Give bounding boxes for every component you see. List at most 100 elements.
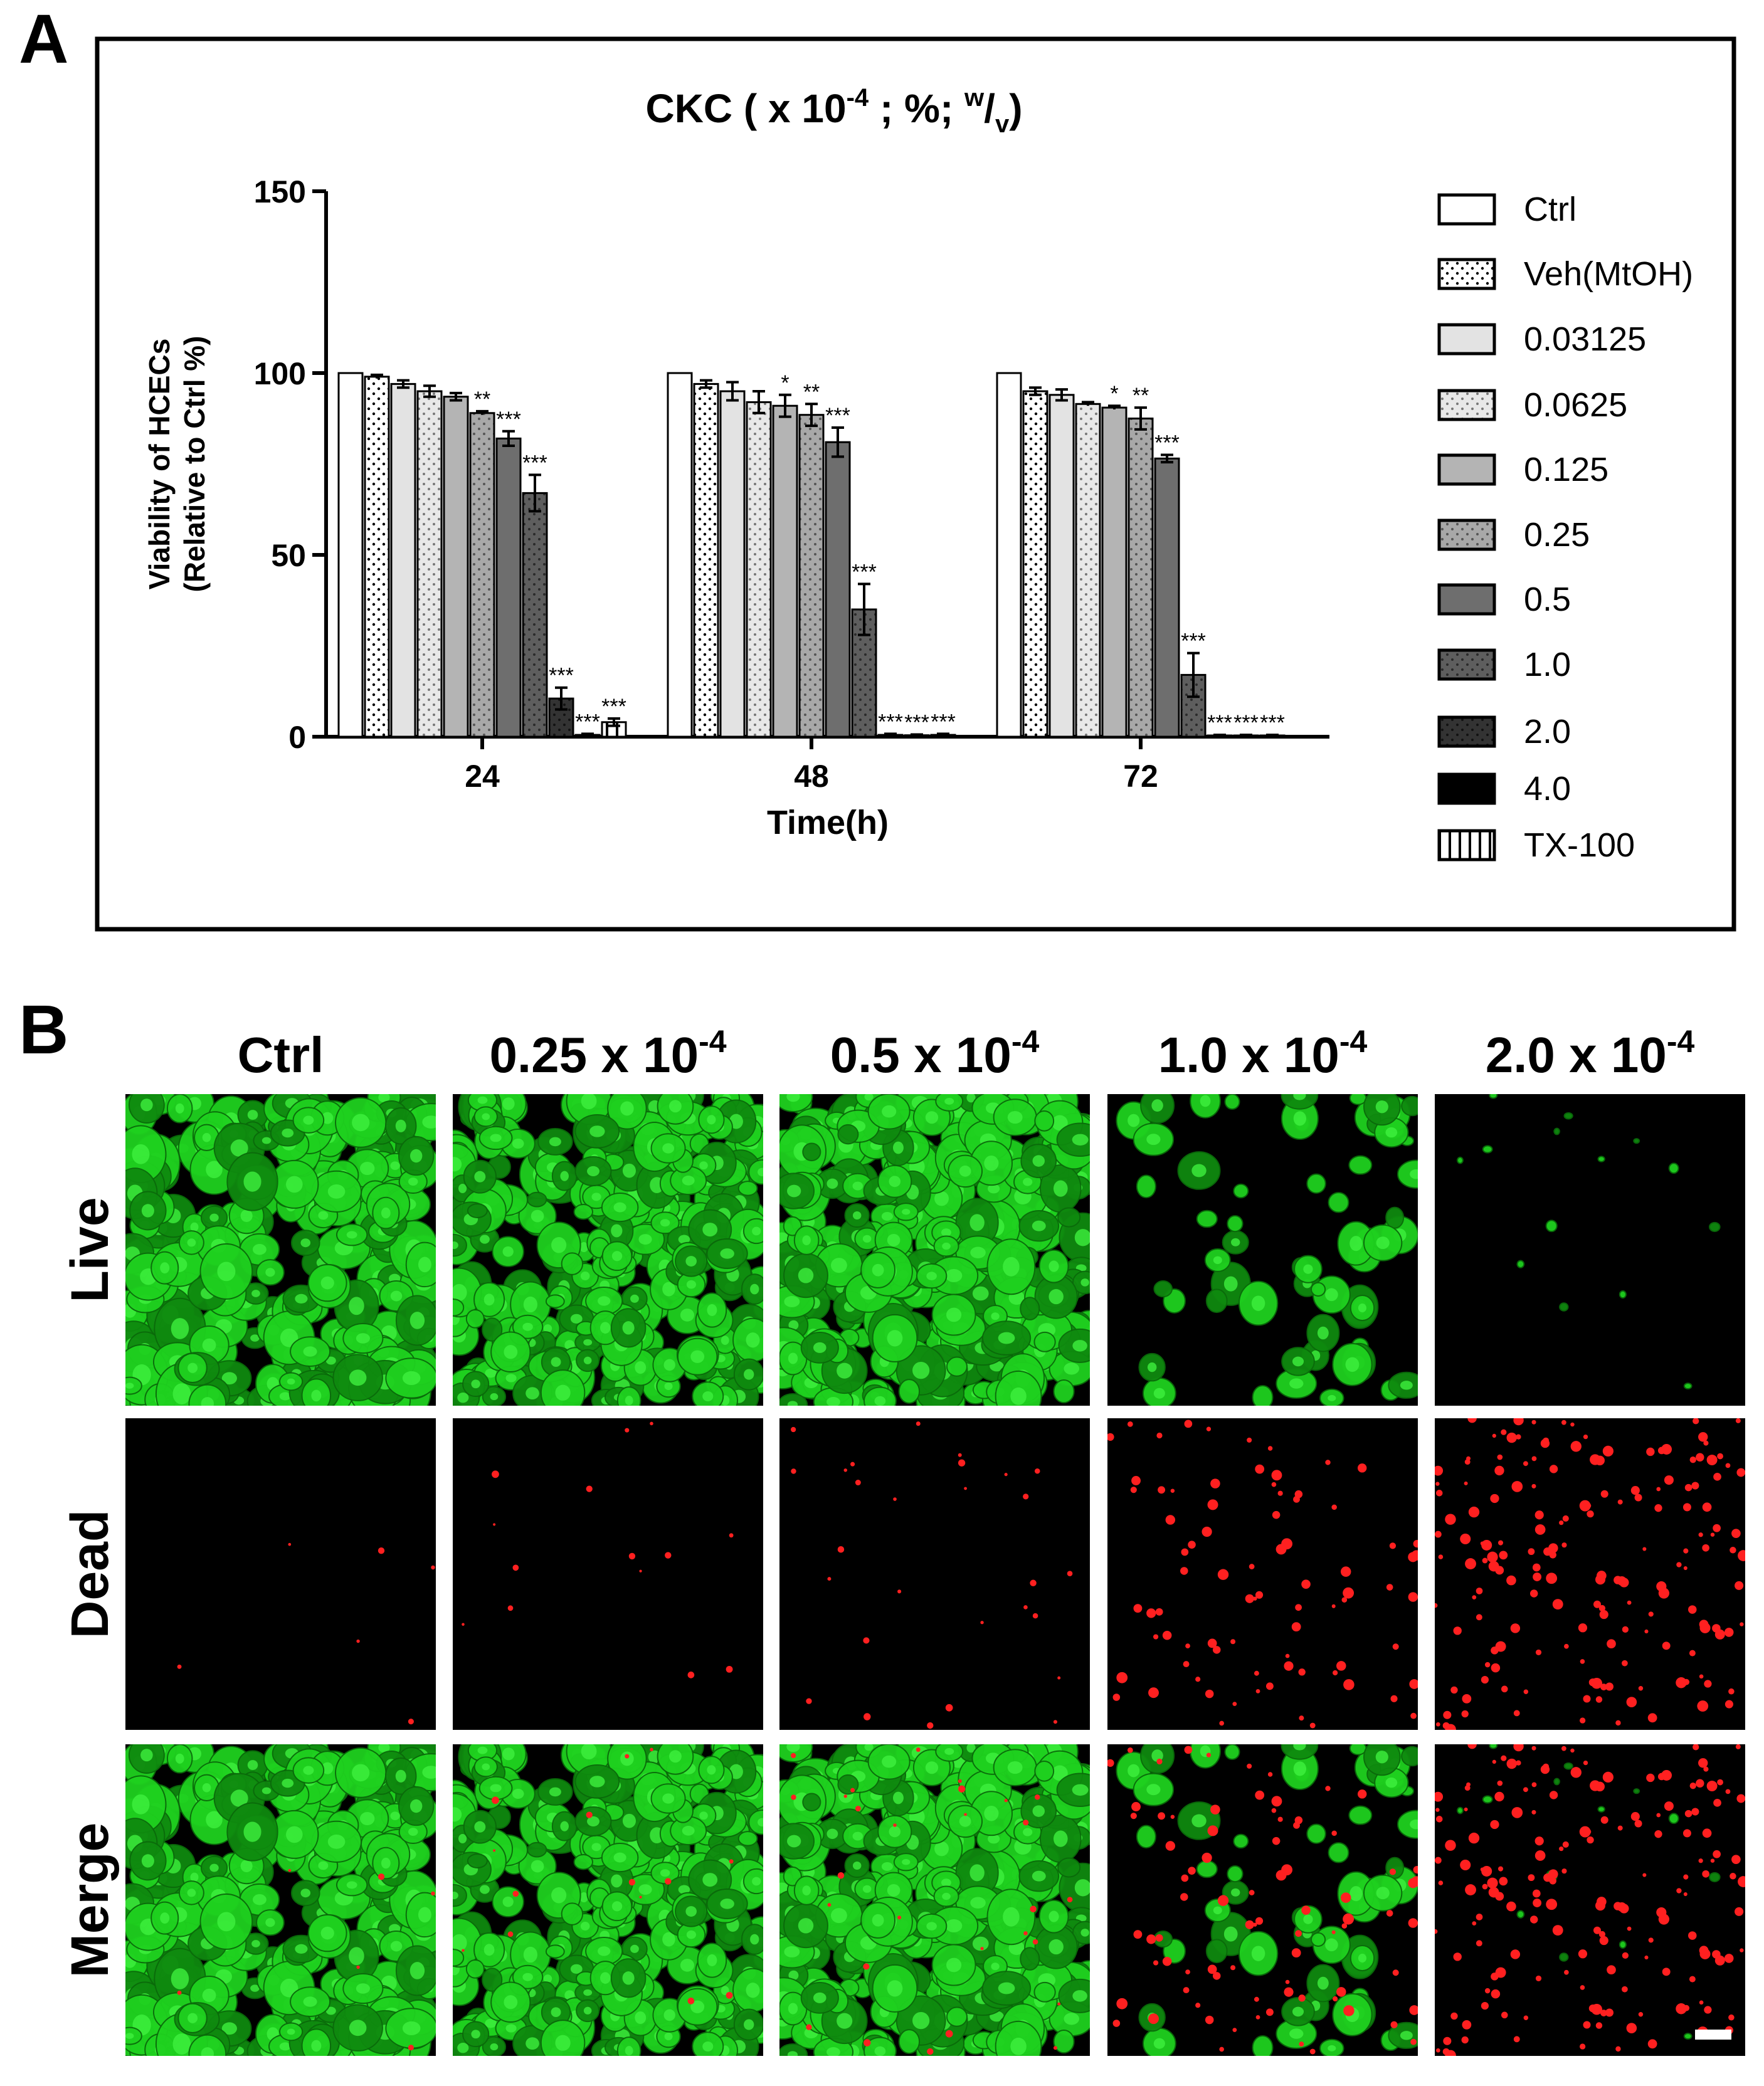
column-header: 0.5 x 10-4: [830, 1024, 1040, 1083]
bar: [337, 372, 364, 738]
legend-label: 1.0: [1524, 646, 1571, 683]
column-header: Ctrl: [238, 1027, 324, 1083]
significance-label: ***: [1154, 431, 1180, 455]
x-tick-label: 24: [465, 759, 500, 794]
title-v: v: [995, 110, 1010, 138]
y-tick-label: 50: [271, 538, 306, 573]
panel-a-frame: [95, 36, 1736, 932]
significance-label: ***: [1260, 711, 1285, 735]
legend-label: 0.5: [1524, 581, 1571, 618]
bar: [746, 401, 772, 738]
significance-label: *: [781, 371, 789, 395]
bar: [667, 372, 693, 738]
x-tick-label: 48: [794, 759, 829, 794]
bar: [1154, 457, 1180, 738]
legend-swatch: [1437, 772, 1496, 805]
bar: [522, 492, 548, 738]
legend-swatch: [1437, 258, 1496, 290]
significance-label: ***: [852, 560, 877, 584]
significance-label: **: [803, 380, 820, 404]
significance-label: ***: [1233, 711, 1259, 735]
significance-label: **: [474, 387, 490, 411]
significance-label: ***: [825, 404, 850, 428]
significance-label: ***: [878, 710, 903, 734]
row-label: Merge: [60, 1823, 119, 1978]
bar: [364, 376, 390, 738]
micrograph-panel: [779, 1418, 1090, 1730]
title-mid: ; %;: [869, 86, 964, 131]
chart-title: CKC ( x 10-4 ; %; w/v): [645, 84, 1022, 138]
y-axis-label: Viability of HCECs(Relative to Ctrl %): [143, 336, 211, 593]
significance-label: ***: [522, 451, 547, 475]
bar: [798, 414, 825, 738]
panel-a-letter: A: [19, 1, 68, 78]
legend-swatch: [1437, 519, 1496, 551]
y-tick-label: 150: [254, 174, 306, 209]
significance-label: *: [1110, 382, 1118, 406]
legend-label: TX-100: [1524, 826, 1635, 864]
bar: [1101, 406, 1128, 738]
title-end: ): [1009, 86, 1022, 131]
legend-swatch: [1437, 453, 1496, 486]
micrograph-panel: [1435, 1094, 1745, 1406]
significance-label: ***: [1207, 711, 1232, 735]
row-label: Live: [60, 1197, 119, 1302]
micrograph-panel: [779, 1744, 1090, 2056]
x-axis-label: Time(h): [767, 804, 889, 841]
bar: [1022, 390, 1048, 738]
significance-label: ***: [496, 408, 521, 431]
micrograph-panel: [125, 1744, 436, 2056]
bar: [443, 396, 469, 738]
bar: [772, 404, 798, 738]
title-slash: /: [984, 86, 995, 131]
legend-label: Ctrl: [1524, 191, 1577, 228]
significance-label: **: [1133, 384, 1149, 408]
legend-swatch: [1437, 583, 1496, 616]
legend-swatch: [1437, 193, 1496, 226]
title-exponent: -4: [847, 84, 869, 112]
legend-swatch: [1437, 829, 1496, 861]
bar: [1128, 418, 1154, 738]
legend-swatch: [1437, 715, 1496, 748]
chart-bars: ****************** *********** *** **** ****…: [337, 371, 1286, 738]
significance-label: ***: [549, 664, 574, 688]
row-label: Dead: [60, 1510, 119, 1638]
bar: [390, 382, 416, 738]
micrograph-panel: [125, 1418, 436, 1730]
significance-label: ***: [904, 711, 929, 735]
micrograph-panel: [1435, 1418, 1745, 1730]
significance-label: ***: [575, 710, 600, 734]
bar: [1048, 394, 1075, 738]
chart-legend: Ctrl Veh(MtOH) 0.03125 0.0625 0.125 0.25 0.5 1.…: [1437, 191, 1693, 864]
bar: [416, 390, 443, 738]
legend-label: 4.0: [1524, 770, 1571, 808]
y-tick-label: 0: [288, 720, 306, 755]
title-main: CKC ( x 10: [645, 86, 846, 131]
micrograph-panel: [453, 1094, 763, 1406]
significance-label: ***: [601, 695, 626, 719]
micrograph-panel: [453, 1744, 763, 2056]
legend-label: 0.125: [1524, 451, 1608, 488]
chart-axes: 0 50 100 150 Viability of HCECs(Relative to …: [143, 174, 1329, 841]
column-header: 1.0 x 10-4: [1158, 1024, 1368, 1083]
legend-label: 0.25: [1524, 516, 1590, 554]
legend-swatch: [1437, 323, 1496, 356]
bar: [495, 437, 522, 738]
significance-label: ***: [1181, 629, 1206, 653]
bar: [996, 372, 1022, 738]
column-header: 0.25 x 10-4: [489, 1024, 726, 1083]
micrograph-panel: [1107, 1094, 1418, 1406]
bar: [825, 441, 851, 738]
legend-swatch: [1437, 389, 1496, 421]
y-tick-label: 100: [254, 356, 306, 391]
scale-bar: [1695, 2030, 1731, 2040]
micrograph-grid: Ctrl 0.25 x 10-4 0.5 x 10-4 1.0 x 10-4 2.0 x…: [60, 1024, 1745, 2056]
x-tick-label: 72: [1123, 759, 1158, 794]
legend-label: 2.0: [1524, 713, 1571, 751]
legend-label: Veh(MtOH): [1524, 255, 1693, 293]
bar: [693, 382, 719, 738]
panel-b-letter: B: [19, 991, 68, 1068]
micrograph-panel: [453, 1418, 763, 1730]
bar: [719, 390, 746, 738]
